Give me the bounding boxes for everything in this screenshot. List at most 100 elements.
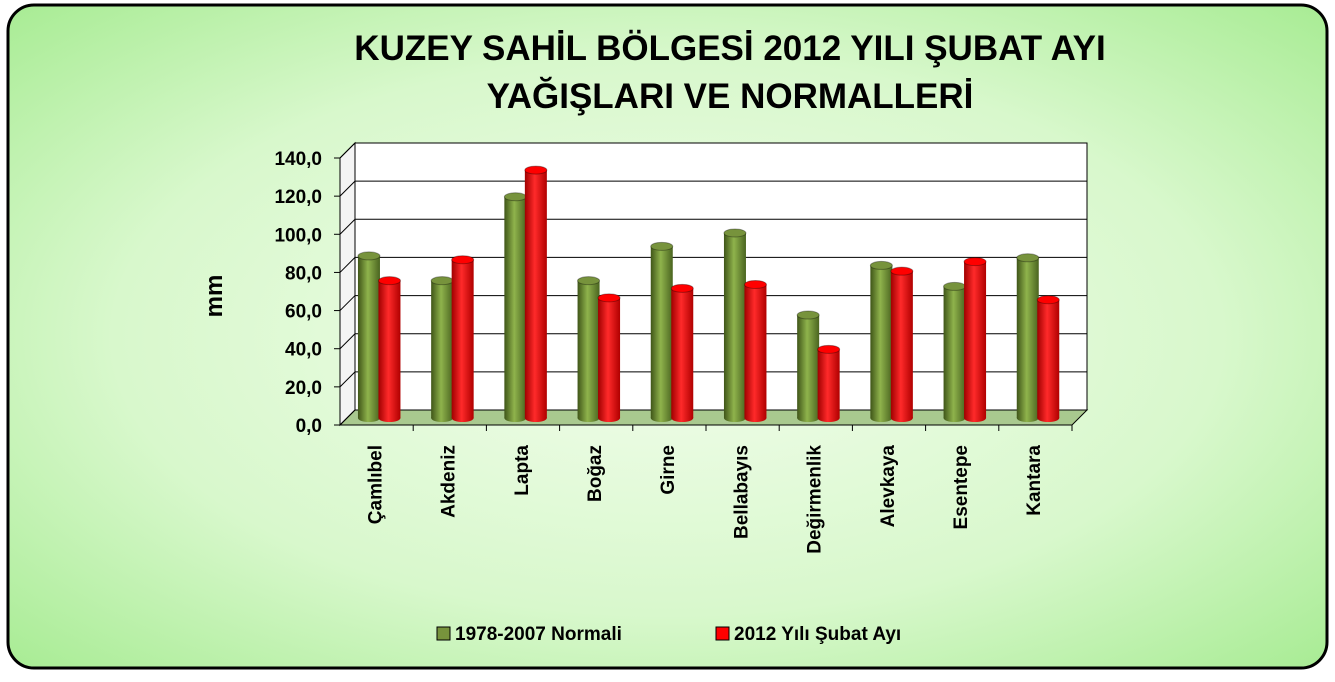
bar-top [817, 344, 841, 354]
bar-base [797, 414, 820, 422]
legend-label: 1978-2007 Normali [455, 624, 622, 645]
x-tick-label: Değirmenlik [805, 445, 826, 554]
bar [377, 276, 401, 422]
x-tick-label: Çamlıbel [365, 445, 386, 524]
bar [430, 276, 454, 422]
y-tick-label: 40,0 [285, 340, 322, 361]
bar-top [743, 280, 767, 289]
y-tick-label: 120,0 [274, 187, 322, 208]
bar-base [817, 414, 840, 422]
bar-base [598, 414, 621, 422]
y-tick-label: 0,0 [296, 416, 322, 437]
bar-body [1037, 299, 1060, 418]
bar [597, 293, 621, 422]
bar [650, 241, 674, 422]
grid-line [339, 371, 1087, 388]
bar [963, 257, 987, 422]
bar-top [577, 276, 601, 286]
y-axis-label: mm [201, 275, 228, 318]
grid-line [339, 333, 1087, 350]
y-tick-label: 20,0 [285, 378, 322, 399]
bar-top [503, 192, 527, 202]
bar [869, 260, 893, 422]
bar-base [671, 414, 694, 422]
bar-top [1016, 253, 1040, 263]
x-tick-label: Boğaz [585, 445, 606, 502]
bar-base [451, 414, 474, 422]
bar-body [890, 271, 913, 418]
bar-body [598, 297, 621, 418]
bar [577, 276, 601, 422]
bar [1016, 253, 1040, 422]
bar-top [796, 310, 820, 320]
bar-body [357, 255, 380, 418]
x-tick-label: Alevkaya [878, 445, 899, 528]
grid-line [339, 256, 1087, 273]
bar-base [890, 414, 913, 422]
grid-line [339, 295, 1087, 311]
bar-body [870, 265, 893, 418]
x-tick-label: Esentepe [951, 445, 972, 529]
bar-body [451, 259, 474, 418]
x-tick-label: Bellabayıs [731, 445, 752, 539]
bar-base [524, 414, 547, 422]
y-tick-label: 80,0 [285, 263, 322, 284]
bar-body [577, 280, 600, 418]
legend-swatch [436, 626, 451, 641]
bar-top [1036, 295, 1060, 305]
bar [357, 251, 381, 422]
bar-body [744, 284, 767, 418]
side-wall [339, 141, 356, 427]
bar-body [1016, 257, 1039, 418]
bar [796, 310, 820, 422]
y-tick-label: 100,0 [274, 225, 322, 246]
bar-top [670, 283, 694, 293]
chart-title: KUZEY SAHİL BÖLGESİ 2012 YILI ŞUBAT AYI [354, 29, 1105, 68]
bar-top [597, 293, 621, 303]
bar-base [943, 414, 966, 422]
legend-label: 2012 Yılı Şubat Ayı [734, 624, 901, 645]
bar-top [963, 257, 987, 267]
bar-body [431, 280, 454, 418]
x-tick-label: Kantara [1024, 445, 1045, 516]
bar-top [524, 165, 548, 175]
bar-base [577, 414, 600, 422]
y-tick-label: 60,0 [285, 302, 322, 323]
bar-top [377, 276, 401, 286]
grid-line [339, 180, 1087, 197]
bar [1036, 295, 1060, 422]
bar-top [943, 281, 967, 291]
bar-body [671, 288, 694, 418]
bar-body [378, 280, 401, 418]
bar-top [890, 266, 914, 276]
bar [890, 266, 914, 422]
bar-base [378, 414, 401, 422]
bar-body [524, 170, 547, 418]
bar-base [723, 414, 746, 422]
bar-base [357, 414, 380, 422]
legend-swatch [715, 626, 730, 641]
bar [451, 255, 475, 422]
bar [743, 280, 767, 422]
bar-base [870, 414, 893, 422]
bar-body [817, 349, 840, 418]
y-tick-label: 140,0 [274, 149, 322, 170]
bar [503, 192, 527, 422]
grid-line [339, 142, 1087, 159]
bar [723, 228, 747, 422]
bar-body [723, 233, 746, 418]
x-tick-label: Akdeniz [439, 445, 460, 518]
grid-line [339, 409, 1087, 426]
bar-top [650, 241, 674, 251]
bar [524, 165, 548, 422]
bar-top [451, 255, 475, 265]
bar-body [964, 261, 987, 418]
bar [817, 344, 841, 422]
bar-body [650, 246, 673, 418]
bar-top [869, 260, 893, 270]
bar [670, 283, 694, 422]
x-tick-label: Lapta [512, 445, 533, 496]
bar-base [744, 414, 767, 422]
bar-body [797, 315, 820, 418]
